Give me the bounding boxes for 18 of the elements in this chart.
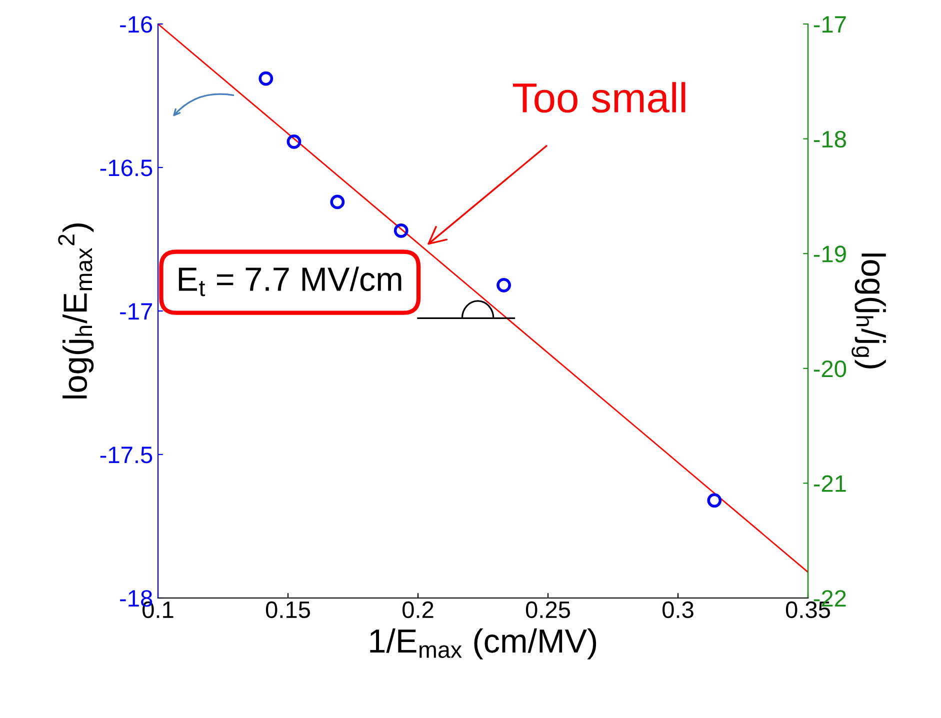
x-tick-label: 0.25 [526,601,570,618]
annotation: E$_{t}$ = 7.7 MV/cm [178,266,402,296]
x-tick-label: 0.3 [662,601,694,618]
y2-tick-label: -20 [814,360,846,378]
y2-tick-label: -18 [814,130,846,148]
y2-tick-label: -19 [814,246,846,262]
x-tick-label: 0.2 [402,601,434,618]
y2-axis-title: log(j$_{h}$/j$_{g}$) [852,254,886,368]
annotation: Too small [512,82,686,113]
y-axis-title: log(j$_{h}$/E$_{max}$$^{2}$) [58,224,94,398]
x-axis-title: 1/E$_{max}$ (cm/MV) [370,628,596,660]
y2-tick-label: -17 [814,16,846,33]
y-tick-label: -17.5 [100,446,152,464]
y-tick-label: -17 [120,303,152,320]
y2-tick-label: -21 [814,475,846,492]
x-tick-label: 0.15 [266,601,310,618]
y-tick-label: -16.5 [100,160,152,176]
y-tick-label: -16 [120,16,152,33]
